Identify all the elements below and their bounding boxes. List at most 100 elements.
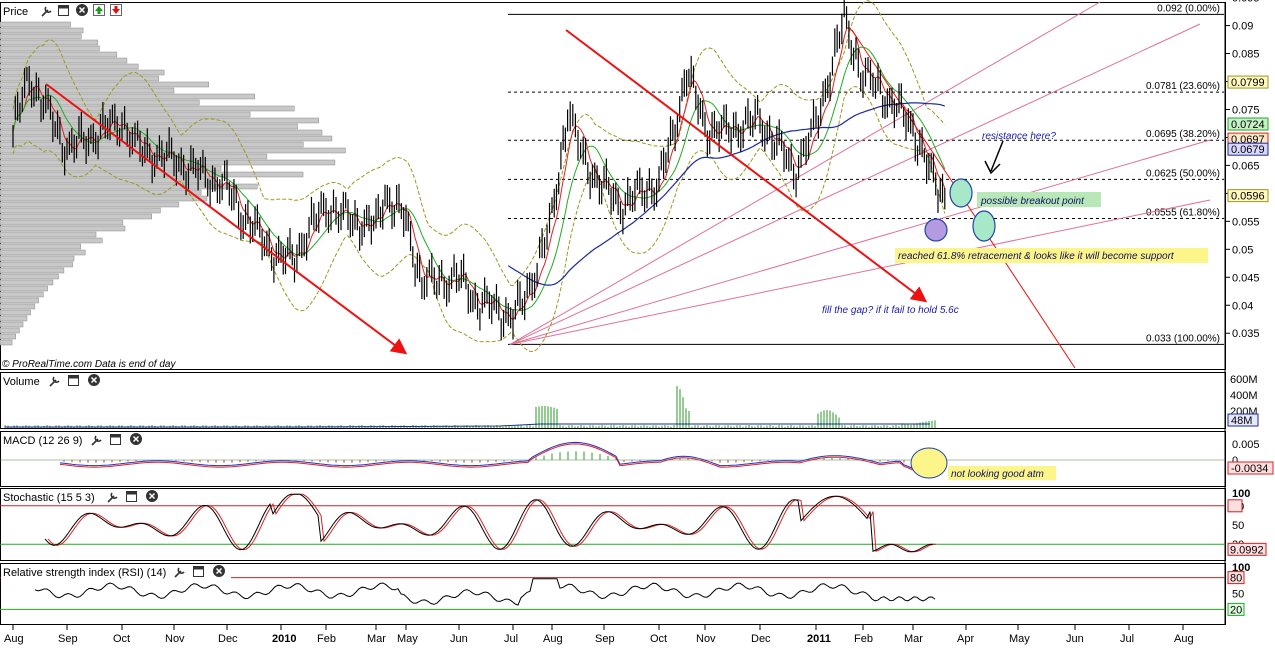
window-icon[interactable] — [58, 5, 69, 16]
window-icon[interactable] — [193, 566, 204, 577]
volume-profile-bar — [0, 231, 97, 238]
last-value-label: 0.0679 — [1231, 144, 1265, 156]
y-tick-label: 0.055 — [1232, 216, 1260, 228]
volume-profile-bar — [0, 255, 75, 262]
volume-profile-bar — [0, 165, 222, 172]
x-tick-label: Mar — [367, 633, 386, 645]
x-tick-label: Aug — [543, 633, 563, 645]
x-tick-label: Jul — [1120, 633, 1134, 645]
bollinger-bands — [12, 0, 946, 353]
volume-profile-bar — [0, 63, 139, 70]
window-icon[interactable] — [126, 491, 137, 502]
volume-profile-bar — [0, 105, 295, 112]
x-tick-label: Aug — [1174, 633, 1194, 645]
volume-profile-bar — [0, 93, 256, 100]
volume-profile-bar — [0, 141, 304, 148]
stochastic-last-box — [1227, 542, 1267, 556]
volume-panel-title: Volume — [3, 376, 40, 388]
wrench-icon[interactable] — [49, 376, 60, 387]
volume-profile-bar — [0, 75, 159, 82]
stochastic-80-box — [1227, 499, 1243, 513]
volume-profile-bar — [0, 309, 31, 316]
volume-profile-bar — [0, 45, 100, 52]
price-bars — [12, 0, 946, 341]
volume-profile-bar — [0, 321, 24, 328]
last-value-label: 0.0799 — [1231, 77, 1265, 89]
y-tick-label: 0.05 — [1232, 244, 1253, 256]
volume-profile-bar — [0, 279, 54, 286]
macd-note-box — [948, 466, 1056, 480]
rsi-y-label: 50 — [1232, 589, 1244, 601]
volume-profile-bar — [0, 207, 161, 214]
annotations: resistance here? possible breakout point… — [822, 131, 1208, 480]
y-tick-label: 0.09 — [1232, 21, 1253, 33]
window-icon[interactable] — [68, 375, 79, 386]
rsi-band-box — [1227, 602, 1245, 616]
volume-profile-bar — [0, 225, 126, 232]
rsi-panel-header: Relative strength index (RSI) (14) — [1, 564, 231, 580]
fibonacci-label: 0.0555 (61.80%) — [1146, 208, 1220, 219]
last-value-box — [1227, 189, 1269, 203]
stochastic-lines: 1008050209.0992 — [0, 488, 1267, 556]
rsi-y-label: 100 — [1232, 562, 1250, 574]
y-tick-label: 0.075 — [1232, 104, 1260, 116]
volume-profile-bar — [0, 51, 118, 58]
wrench-icon[interactable] — [107, 492, 118, 503]
retracement-note-box — [895, 248, 1208, 263]
macd-panel-title: MACD (12 26 9) — [3, 435, 82, 447]
y-tick-label: 0.095 — [1232, 0, 1260, 5]
fibonacci-label: 0.092 (0.00%) — [1157, 3, 1220, 14]
volume-profile-bar — [0, 81, 209, 88]
x-axis: Aug Sep Oct Nov Dec 2010 Feb Mar May Jun Jul Aug Sep… — [4, 625, 1194, 645]
macd-last-label: -0.0034 — [1231, 463, 1268, 475]
last-value-label: 0.0724 — [1231, 119, 1265, 131]
fan-line — [509, 1, 1101, 345]
wrench-icon[interactable] — [91, 435, 102, 446]
rsi-band-box — [1227, 571, 1245, 585]
arrow-down-icon[interactable] — [110, 4, 122, 16]
bollinger-lower — [12, 86, 946, 353]
macd-note: not looking good atm — [951, 469, 1044, 480]
moving-averages — [12, 26, 946, 321]
last-value-label: 0.0596 — [1231, 191, 1265, 203]
close-icon[interactable] — [146, 490, 158, 502]
volume-profile-bar — [0, 213, 153, 220]
volume-profile-bar — [0, 69, 165, 76]
x-tick-label: Feb — [317, 633, 336, 645]
volume-profile-bar — [0, 171, 304, 178]
x-tick-label: May — [1009, 633, 1030, 645]
close-icon[interactable] — [130, 433, 142, 445]
rsi-band-label: 80 — [1230, 573, 1242, 585]
fibonacci-levels: 0.092 (0.00%) 0.0781 (23.60%) 0.0695 (38.2… — [508, 3, 1224, 345]
stochastic-k-line — [44, 493, 934, 553]
close-icon[interactable] — [213, 565, 225, 577]
wrench-icon[interactable] — [41, 6, 52, 17]
volume-profile-bar — [0, 267, 65, 274]
volume-panel-header: Volume — [1, 373, 106, 389]
x-tick-label: May — [397, 633, 418, 645]
x-tick-label: Feb — [854, 633, 873, 645]
volume-profile-bar — [0, 27, 84, 34]
breakout-note-box — [977, 192, 1101, 207]
volume-profile-bar — [0, 291, 44, 298]
close-icon[interactable] — [76, 4, 88, 16]
arrow-up-icon[interactable] — [93, 4, 105, 16]
x-tick-label: 2010 — [272, 633, 296, 645]
rsi-line — [34, 578, 936, 606]
volume-profile-bar — [0, 315, 28, 322]
credit-text: © ProRealTime.com Data is end of day — [2, 359, 176, 370]
volume-profile-bar — [0, 327, 20, 334]
stochastic-signal-line — [47, 493, 937, 553]
volume-profile-bar — [0, 87, 175, 94]
close-icon[interactable] — [88, 374, 100, 386]
volume-profile-bar — [0, 273, 59, 280]
fan-line — [509, 139, 1211, 345]
macd-signal-line — [59, 443, 933, 478]
wrench-icon[interactable] — [174, 567, 185, 578]
macd-marker — [910, 447, 948, 479]
window-icon[interactable] — [110, 434, 121, 445]
volume-profile-bar — [0, 99, 200, 106]
rsi-panel-title: Relative strength index (RSI) (14) — [3, 567, 166, 579]
volume-profile-bar — [0, 39, 99, 46]
